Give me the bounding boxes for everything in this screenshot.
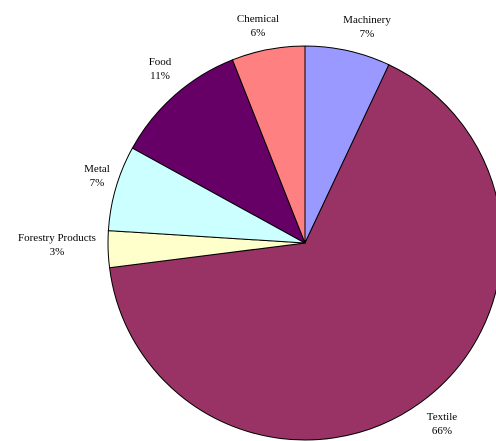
pie-labels: Machinery 7% Textile 66% Forestry Products 3%… — [18, 13, 457, 437]
slice-label-machinery: Machinery — [343, 14, 391, 26]
slice-label-forestry-products: Forestry Products — [18, 232, 96, 244]
pie-slice-food — [131, 59, 306, 245]
slice-percent-textile: 66% — [432, 425, 452, 437]
pie-slices — [107, 45, 496, 441]
pie-slice-chemical — [231, 45, 306, 244]
slice-percent-metal: 7% — [90, 177, 105, 189]
pie-slice-textile — [108, 64, 496, 441]
slice-label-textile: Textile — [427, 411, 458, 423]
slice-percent-machinery: 7% — [360, 28, 375, 40]
slice-label-food: Food — [149, 56, 172, 68]
slice-percent-food: 11% — [150, 70, 170, 82]
slice-label-chemical: Chemical — [237, 13, 279, 25]
slice-label-metal: Metal — [84, 163, 110, 175]
slice-percent-chemical: 6% — [251, 27, 266, 39]
slice-percent-forestry-products: 3% — [50, 246, 65, 258]
